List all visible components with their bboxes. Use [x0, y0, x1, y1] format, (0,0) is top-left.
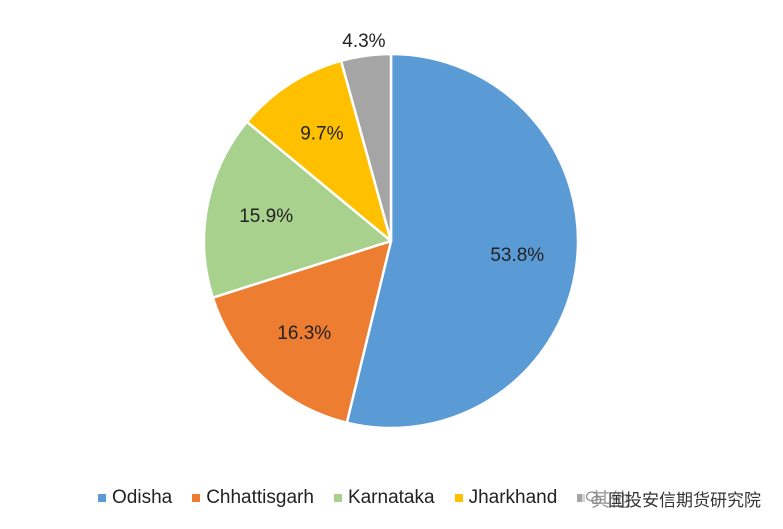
data-label-karnataka: 15.9% — [239, 206, 293, 227]
legend-swatch — [192, 494, 201, 502]
wechat-icon — [586, 491, 602, 505]
legend-swatch — [454, 494, 463, 502]
watermark: 国投安信期货研究院 — [582, 484, 761, 512]
legend-label: Odisha — [112, 487, 173, 508]
pie-slice-karnataka — [202, 120, 393, 299]
legend-swatch — [577, 494, 586, 502]
pie-slice-odisha — [345, 52, 580, 430]
data-label-jharkhand: 9.7% — [300, 123, 343, 144]
legend-item: Odisha — [98, 487, 172, 509]
pie-slice-其他 — [339, 52, 393, 243]
data-label-odisha: 53.8% — [490, 245, 544, 266]
legend-label: Chhattisgarh — [206, 487, 314, 508]
legend-item: Chhattisgarh — [192, 487, 314, 509]
pie-slice-jharkhand — [245, 59, 393, 243]
legend-label: Jharkhand — [468, 487, 558, 508]
pie-slice-chhattisgarh — [211, 239, 393, 424]
data-label-chhattisgarh: 16.3% — [277, 323, 331, 344]
watermark-text: 国投安信期货研究院 — [608, 490, 761, 510]
legend-swatch — [333, 494, 342, 502]
legend-label: Karnataka — [347, 487, 435, 508]
legend-swatch — [98, 494, 106, 502]
chart-legend: OdishaChhattisgarhKarnatakaJharkhand其他 — [98, 484, 649, 512]
legend-item: Karnataka — [333, 487, 435, 509]
legend-item: Jharkhand — [454, 487, 558, 509]
pie-chart: 53.8% 16.3% 15.9% 9.7% 4.3% — [202, 31, 580, 430]
data-label-其他: 4.3% — [342, 31, 385, 52]
